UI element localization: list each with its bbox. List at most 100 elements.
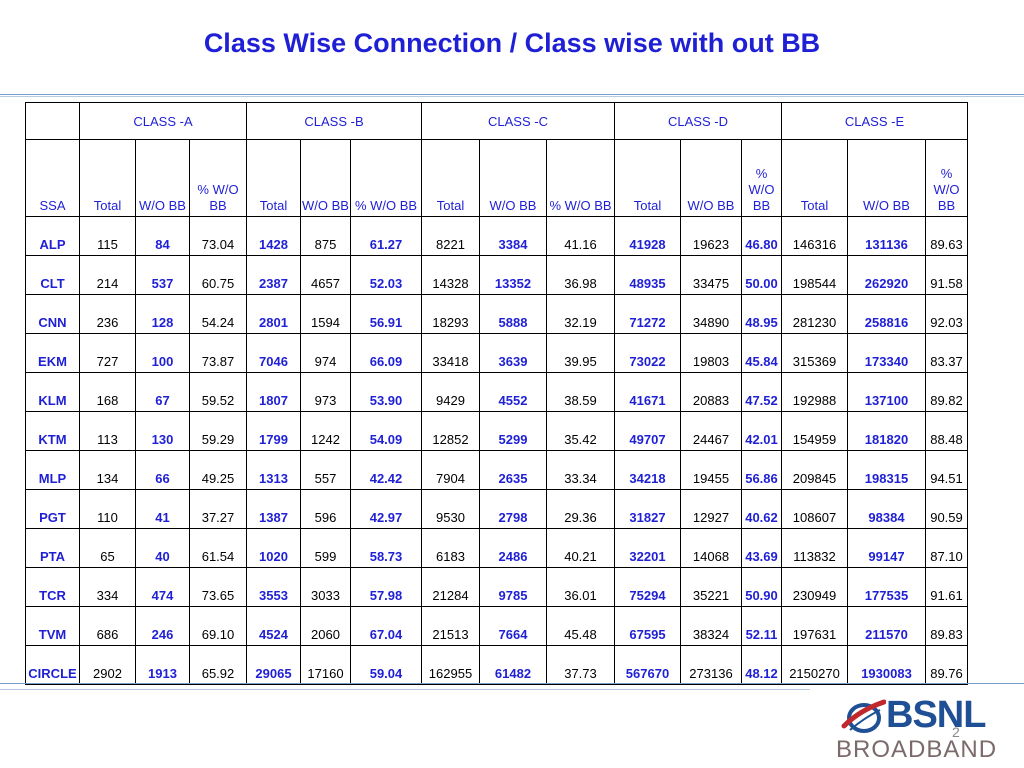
table-cell: 146316 <box>781 216 848 256</box>
table-cell: 48.95 <box>741 294 782 334</box>
table-cell: 197631 <box>781 606 848 646</box>
table-row: MLP 134 66 49.25 1313 557 42.42 7904 2635 33.34 34… <box>25 450 968 490</box>
table-cell: 211570 <box>847 606 926 646</box>
table-row: TCR 334 474 73.65 3553 3033 57.98 21284 9785 36.0… <box>25 567 968 607</box>
table-cell: 128 <box>135 294 190 334</box>
table-cell: 67.04 <box>350 606 422 646</box>
table-cell: 66.09 <box>350 333 422 373</box>
table-cell: 236 <box>79 294 136 334</box>
table-cell: 56.86 <box>741 450 782 490</box>
table-cell: 12927 <box>680 489 742 529</box>
table-cell: 19803 <box>680 333 742 373</box>
table-cell: 9429 <box>421 372 480 412</box>
table-cell: 48935 <box>614 255 681 295</box>
table-row: CLT 214 537 60.75 2387 4657 52.03 14328 13352 36.… <box>25 255 968 295</box>
table-cell: 32201 <box>614 528 681 568</box>
table-cell: 262920 <box>847 255 926 295</box>
table-cell: 42.01 <box>741 411 782 451</box>
table-cell: 281230 <box>781 294 848 334</box>
table-row: KTM 113 130 59.29 1799 1242 54.09 12852 5299 35.4… <box>25 411 968 451</box>
table-cell: 33418 <box>421 333 480 373</box>
table-cell: 2150270 <box>781 645 848 685</box>
table-cell: 7664 <box>479 606 547 646</box>
table-cell: 113832 <box>781 528 848 568</box>
table-cell: 42.97 <box>350 489 422 529</box>
table-cell: 73.65 <box>189 567 247 607</box>
column-header: Total <box>781 139 848 217</box>
table-cell: 2486 <box>479 528 547 568</box>
table-cell: 41 <box>135 489 190 529</box>
table-cell: 40.62 <box>741 489 782 529</box>
ssa-cell: KTM <box>25 411 80 451</box>
column-header: W/O BB <box>300 139 351 217</box>
table-cell: 45.84 <box>741 333 782 373</box>
slide-title: Class Wise Connection / Class wise with … <box>203 28 821 58</box>
table-cell: 1799 <box>246 411 301 451</box>
table-cell: 1428 <box>246 216 301 256</box>
column-header: % W/O BB <box>546 139 615 217</box>
table-cell: 69.10 <box>189 606 247 646</box>
table-cell: 974 <box>300 333 351 373</box>
ssa-cell: PTA <box>25 528 80 568</box>
table-cell: 54.09 <box>350 411 422 451</box>
table-cell: 73.04 <box>189 216 247 256</box>
table-cell: 110 <box>79 489 136 529</box>
table-cell: 34218 <box>614 450 681 490</box>
bsnl-globe-icon <box>841 699 886 733</box>
table-cell: 17160 <box>300 645 351 685</box>
table-cell: 1020 <box>246 528 301 568</box>
ssa-cell: KLM <box>25 372 80 412</box>
table-cell: 61482 <box>479 645 547 685</box>
table-cell: 29065 <box>246 645 301 685</box>
table-cell: 18293 <box>421 294 480 334</box>
table-cell: 557 <box>300 450 351 490</box>
table-cell: 57.98 <box>350 567 422 607</box>
table-row: CNN 236 128 54.24 2801 1594 56.91 18293 5888 32.1… <box>25 294 968 334</box>
table-cell: 5888 <box>479 294 547 334</box>
table-cell: 59.29 <box>189 411 247 451</box>
column-header: W/O BB <box>135 139 190 217</box>
table-cell: 56.91 <box>350 294 422 334</box>
ssa-cell: MLP <box>25 450 80 490</box>
table-cell: 89.63 <box>925 216 968 256</box>
table-cell: 154959 <box>781 411 848 451</box>
table-cell: 90.59 <box>925 489 968 529</box>
ssa-cell: TCR <box>25 567 80 607</box>
table-cell: 727 <box>79 333 136 373</box>
table-cell: 45.48 <box>546 606 615 646</box>
class-wise-connection-table: CLASS -A CLASS -B CLASS -C CLASS -D CLAS… <box>25 102 968 685</box>
column-header: SSA <box>25 139 80 217</box>
table-cell: 3033 <box>300 567 351 607</box>
table-cell: 39.95 <box>546 333 615 373</box>
table-cell: 34890 <box>680 294 742 334</box>
table-cell: 973 <box>300 372 351 412</box>
table-cell: 49707 <box>614 411 681 451</box>
table-cell: 474 <box>135 567 190 607</box>
table-cell: 65 <box>79 528 136 568</box>
table-cell: 12852 <box>421 411 480 451</box>
table-cell: 92.03 <box>925 294 968 334</box>
table-cell: 41671 <box>614 372 681 412</box>
table-cell: 52.03 <box>350 255 422 295</box>
column-header: Total <box>79 139 136 217</box>
column-header: % W/O BB <box>189 139 247 217</box>
table-cell: 52.11 <box>741 606 782 646</box>
table-cell: 50.00 <box>741 255 782 295</box>
table-cell: 41928 <box>614 216 681 256</box>
table-cell: 137100 <box>847 372 926 412</box>
table-cell: 567670 <box>614 645 681 685</box>
table-cell: 3553 <box>246 567 301 607</box>
table-cell: 65.92 <box>189 645 247 685</box>
table-cell: 54.24 <box>189 294 247 334</box>
class-e-header: CLASS -E <box>781 102 968 140</box>
table-cell: 33.34 <box>546 450 615 490</box>
table-row: PTA 65 40 61.54 1020 599 58.73 6183 2486 40.21 322… <box>25 528 968 568</box>
table-cell: 91.61 <box>925 567 968 607</box>
table-cell: 20883 <box>680 372 742 412</box>
table-cell: 73022 <box>614 333 681 373</box>
table-cell: 36.01 <box>546 567 615 607</box>
table-cell: 61.27 <box>350 216 422 256</box>
ssa-cell: PGT <box>25 489 80 529</box>
class-header-row: CLASS -A CLASS -B CLASS -C CLASS -D CLAS… <box>25 102 968 140</box>
table-cell: 168 <box>79 372 136 412</box>
